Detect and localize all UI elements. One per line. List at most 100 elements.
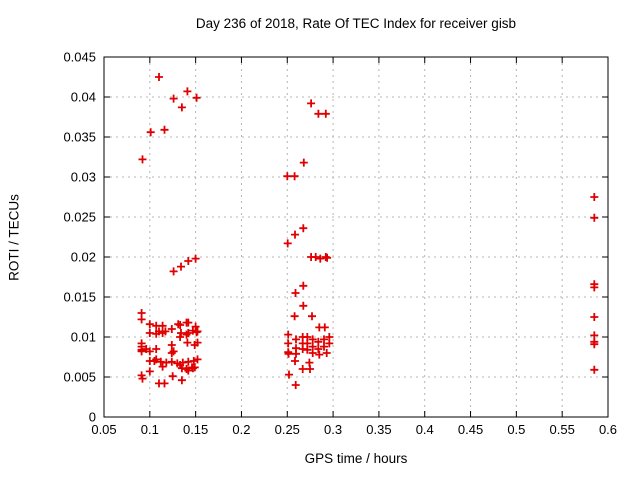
y-tick-label: 0.035 <box>63 130 96 145</box>
y-tick-label: 0 <box>89 410 96 425</box>
data-point-marker <box>314 345 323 353</box>
y-tick-label: 0.01 <box>71 330 96 345</box>
data-point-marker <box>137 315 146 324</box>
data-point-marker <box>590 283 599 292</box>
data-point-marker <box>155 73 163 81</box>
x-tick-label: 0.55 <box>550 422 575 437</box>
data-point-marker <box>290 312 299 321</box>
data-point-marker <box>190 363 199 372</box>
data-point-marker <box>308 335 317 344</box>
data-point-marker <box>284 330 293 339</box>
data-point-marker <box>299 224 308 233</box>
data-point-marker <box>316 254 325 263</box>
data-point-marker <box>152 355 161 364</box>
data-point-marker <box>291 357 299 365</box>
data-point-marker <box>292 335 300 344</box>
y-tick-label: 0.015 <box>63 290 96 305</box>
y-tick-label: 0.03 <box>71 170 96 185</box>
x-tick-label: 0.1 <box>141 422 159 437</box>
y-tick-label: 0.04 <box>71 90 96 105</box>
data-point-marker <box>167 349 176 357</box>
data-point-marker <box>183 87 192 96</box>
x-tick-label: 0.3 <box>324 422 342 437</box>
data-point-marker <box>306 365 314 373</box>
data-point-marker <box>177 262 185 271</box>
data-point-marker <box>590 340 599 349</box>
data-point-marker <box>158 321 167 330</box>
data-point-marker <box>284 339 293 348</box>
data-point-marker <box>315 350 324 359</box>
data-point-marker <box>167 341 176 349</box>
data-point-marker <box>192 93 201 102</box>
x-tick-label: 0.5 <box>507 422 525 437</box>
data-point-marker <box>184 257 193 265</box>
data-point-marker <box>320 335 328 344</box>
data-point-marker <box>177 376 186 385</box>
data-point-marker <box>590 313 599 321</box>
data-point-marker <box>314 337 323 346</box>
data-point-marker <box>138 155 147 164</box>
data-point-marker <box>161 327 170 336</box>
data-point-marker <box>320 342 328 351</box>
data-point-marker <box>146 128 155 137</box>
data-point-marker <box>145 367 154 376</box>
data-point-marker <box>176 321 185 329</box>
x-axis-label: GPS time / hours <box>304 451 408 466</box>
data-point-marker <box>308 312 316 321</box>
data-point-marker <box>291 381 300 389</box>
data-point-marker <box>307 99 316 108</box>
y-tick-label: 0.025 <box>63 210 96 225</box>
data-point-marker <box>191 322 200 331</box>
x-tick-label: 0.25 <box>275 422 300 437</box>
data-point-marker <box>299 301 308 310</box>
data-point-marker <box>283 239 292 248</box>
plot-border <box>103 56 609 418</box>
data-point-marker <box>308 349 317 357</box>
y-tick-label: 0.005 <box>63 370 96 385</box>
data-point-marker <box>158 362 167 371</box>
x-tick-label: 0.2 <box>232 422 250 437</box>
y-tick-label: 0.02 <box>71 250 96 265</box>
data-point-marker <box>291 289 300 297</box>
data-point-marker <box>168 372 177 381</box>
data-point-marker <box>169 267 178 276</box>
data-point-marker <box>590 213 599 222</box>
data-point-marker <box>299 158 308 167</box>
data-point-marker <box>291 230 299 239</box>
data-point-marker <box>160 125 169 134</box>
x-tick-label: 0.45 <box>458 422 483 437</box>
x-tick-label: 0.15 <box>183 422 208 437</box>
data-point-marker <box>298 365 307 373</box>
x-tick-label: 0.05 <box>91 422 116 437</box>
data-point-marker <box>193 355 202 364</box>
x-tick-label: 0.35 <box>366 422 391 437</box>
data-point-marker <box>283 172 292 181</box>
data-point-marker <box>167 357 176 366</box>
data-point-marker <box>177 103 186 112</box>
data-point-marker <box>285 370 293 379</box>
data-point-marker <box>184 318 193 327</box>
data-point-marker <box>290 172 299 181</box>
data-point-marker <box>323 253 332 262</box>
data-point-marker <box>322 349 331 357</box>
data-point-marker <box>303 345 312 354</box>
data-point-marker <box>321 109 330 118</box>
x-tick-label: 0.4 <box>416 422 434 437</box>
data-point-marker <box>320 323 329 332</box>
data-point-marker <box>191 254 200 263</box>
data-point-marker <box>183 338 192 347</box>
data-point-marker <box>160 379 169 388</box>
data-point-marker <box>169 347 178 356</box>
data-point-marker <box>314 109 323 118</box>
data-point-marker <box>292 349 300 358</box>
data-point-marker <box>138 374 147 383</box>
data-point-marker <box>325 339 334 348</box>
data-point-marker <box>590 193 599 201</box>
data-point-marker <box>193 327 202 336</box>
data-point-marker <box>145 347 154 356</box>
plot-title: Day 236 of 2018, Rate Of TEC Index for r… <box>195 16 517 31</box>
data-point-marker <box>167 325 176 333</box>
data-point-marker <box>311 253 320 261</box>
